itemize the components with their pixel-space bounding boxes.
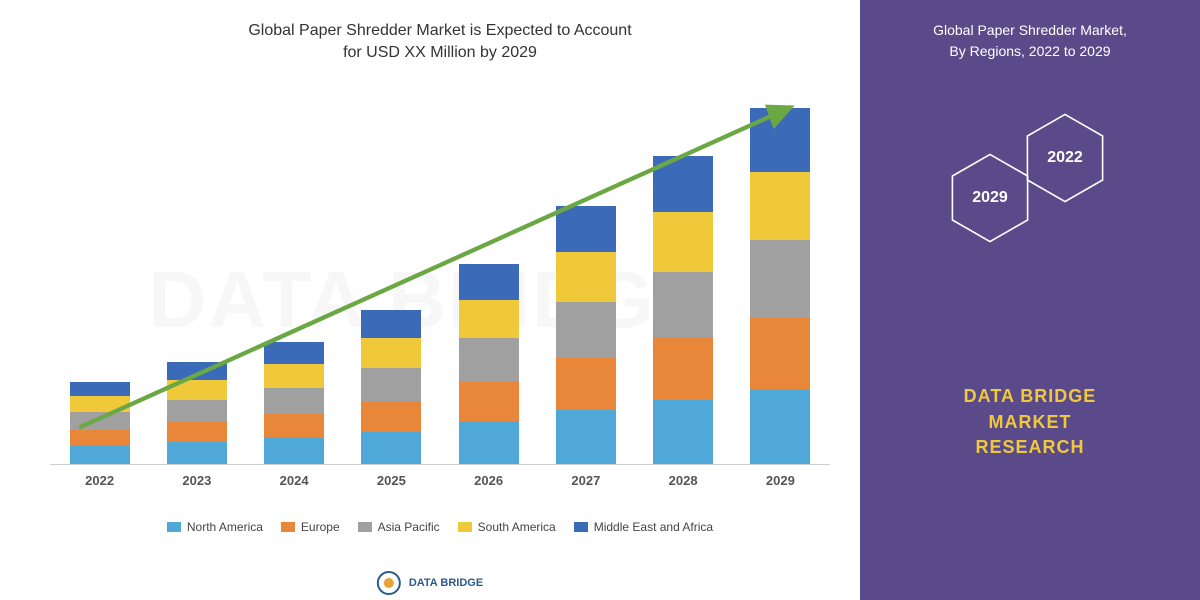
segment-south-america	[264, 364, 324, 388]
hexagon-group: 2029 2022	[930, 112, 1130, 272]
hex-label: 2022	[1047, 149, 1083, 167]
segment-asia-pacific	[556, 302, 616, 358]
segment-north-america	[556, 410, 616, 464]
footer-logo-text: DATA BRIDGE	[409, 577, 483, 589]
segment-middle-east-and-africa	[750, 108, 810, 172]
segment-middle-east-and-africa	[70, 382, 130, 396]
legend-swatch	[358, 522, 372, 532]
chart-legend: North America Europe Asia Pacific South Ame…	[40, 520, 840, 534]
segment-south-america	[459, 300, 519, 338]
bar-2025	[361, 310, 421, 464]
segment-north-america	[167, 442, 227, 464]
bar-2028	[653, 156, 713, 464]
segment-europe	[459, 382, 519, 422]
legend-swatch	[458, 522, 472, 532]
side-panel-title: Global Paper Shredder Market,By Regions,…	[933, 20, 1127, 62]
legend-label: Middle East and Africa	[594, 520, 713, 534]
hex-label: 2029	[972, 189, 1008, 207]
segment-north-america	[264, 438, 324, 464]
segment-europe	[70, 430, 130, 446]
logo-icon	[377, 571, 401, 595]
chart-area: DATA BRIDGE Global Paper Shredder Market…	[0, 0, 860, 600]
legend-item: Europe	[281, 520, 340, 534]
segment-north-america	[361, 432, 421, 464]
segment-asia-pacific	[750, 240, 810, 318]
footer-logo: DATA BRIDGE	[377, 571, 483, 595]
bar-2027	[556, 206, 616, 464]
bar-2026	[459, 264, 519, 464]
segment-asia-pacific	[653, 272, 713, 338]
legend-swatch	[167, 522, 181, 532]
segment-middle-east-and-africa	[361, 310, 421, 338]
legend-swatch	[281, 522, 295, 532]
x-label: 2023	[167, 473, 227, 488]
segment-asia-pacific	[459, 338, 519, 382]
chart-wrapper: 2022 2023 2024 2025 2026 2027 2028 2029	[50, 85, 830, 505]
legend-label: Europe	[301, 520, 340, 534]
segment-middle-east-and-africa	[264, 342, 324, 364]
chart-title: Global Paper Shredder Market is Expected…	[40, 20, 840, 65]
bar-2023	[167, 362, 227, 464]
segment-europe	[556, 358, 616, 410]
segment-europe	[361, 402, 421, 432]
segment-asia-pacific	[264, 388, 324, 414]
bar-2022	[70, 382, 130, 464]
segment-north-america	[70, 446, 130, 464]
segment-south-america	[653, 212, 713, 272]
segment-south-america	[556, 252, 616, 302]
legend-item: North America	[167, 520, 263, 534]
segment-south-america	[167, 380, 227, 400]
bars-container	[50, 85, 830, 465]
x-label: 2024	[264, 473, 324, 488]
segment-north-america	[459, 422, 519, 464]
x-label: 2025	[361, 473, 421, 488]
segment-europe	[653, 338, 713, 400]
segment-middle-east-and-africa	[556, 206, 616, 252]
segment-south-america	[750, 172, 810, 240]
legend-item: Middle East and Africa	[574, 520, 713, 534]
legend-item: South America	[458, 520, 556, 534]
legend-label: North America	[187, 520, 263, 534]
hexagon-2022: 2022	[1025, 112, 1105, 204]
segment-asia-pacific	[70, 412, 130, 430]
legend-swatch	[574, 522, 588, 532]
x-label: 2028	[653, 473, 713, 488]
segment-middle-east-and-africa	[653, 156, 713, 212]
legend-label: South America	[478, 520, 556, 534]
segment-asia-pacific	[361, 368, 421, 402]
legend-label: Asia Pacific	[378, 520, 440, 534]
x-label: 2027	[556, 473, 616, 488]
segment-north-america	[750, 390, 810, 464]
segment-middle-east-and-africa	[167, 362, 227, 380]
segment-south-america	[361, 338, 421, 368]
brand-name: DATA BRIDGEMARKETRESEARCH	[964, 384, 1097, 460]
x-label: 2022	[70, 473, 130, 488]
segment-europe	[167, 422, 227, 442]
segment-middle-east-and-africa	[459, 264, 519, 300]
segment-europe	[750, 318, 810, 390]
segment-asia-pacific	[167, 400, 227, 422]
x-label: 2026	[459, 473, 519, 488]
segment-europe	[264, 414, 324, 438]
bar-2024	[264, 342, 324, 464]
x-axis-labels: 2022 2023 2024 2025 2026 2027 2028 2029	[50, 473, 830, 488]
x-label: 2029	[750, 473, 810, 488]
segment-south-america	[70, 396, 130, 412]
side-panel: Global Paper Shredder Market,By Regions,…	[860, 0, 1200, 600]
hexagon-2029: 2029	[950, 152, 1030, 244]
segment-north-america	[653, 400, 713, 464]
bar-2029	[750, 108, 810, 464]
legend-item: Asia Pacific	[358, 520, 440, 534]
